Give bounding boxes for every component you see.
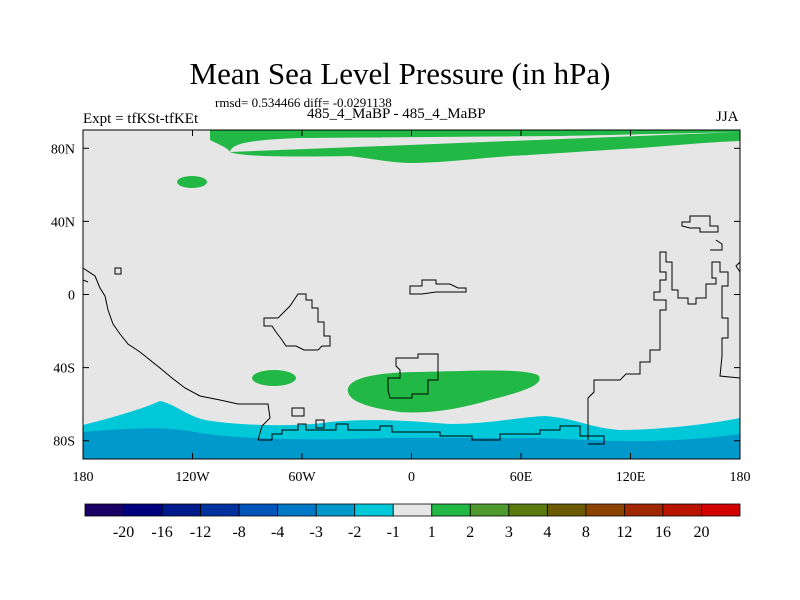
antarctic-band-region xyxy=(83,428,740,459)
colorbar-swatch xyxy=(315,503,356,517)
season-label: JJA xyxy=(716,109,739,125)
colorbar-label: -2 xyxy=(348,524,361,541)
equatorial-island xyxy=(409,279,467,295)
colorbar-label: -4 xyxy=(271,524,284,541)
colorbar-swatch xyxy=(354,503,394,517)
y-tick-label: 80S xyxy=(53,435,75,450)
colorbar-swatch xyxy=(431,503,471,517)
island-south-atlantic xyxy=(291,407,305,417)
colorbar-swatch xyxy=(546,503,587,517)
colorbar-swatch xyxy=(624,503,664,517)
plot-title: Mean Sea Level Pressure (in hPa) xyxy=(189,56,611,91)
colorbar-label: -3 xyxy=(310,524,323,541)
colorbar: -20 -16 -12 -8 -4 -3 -2 -1 1 2 3 4 8 12 16 20 xyxy=(84,503,741,541)
x-tick-label: 120W xyxy=(175,470,210,485)
colorbar-label: -16 xyxy=(151,524,172,541)
central-america-coastline xyxy=(83,279,89,283)
x-tick-label: 0 xyxy=(408,470,415,485)
colorbar-label: 2 xyxy=(466,524,474,541)
colorbar-swatch xyxy=(277,503,317,517)
colorbar-label: -20 xyxy=(113,524,134,541)
coastlines xyxy=(83,215,740,445)
colorbar-swatch xyxy=(508,503,548,517)
colorbar-label: 8 xyxy=(582,524,590,541)
colorbar-swatch xyxy=(123,503,163,517)
asia-coastline-northeast xyxy=(681,215,719,233)
experiment-label: Expt = tfKSt-tfKEt xyxy=(83,111,199,127)
australia-coastline xyxy=(587,251,740,440)
contour-fills xyxy=(83,130,740,459)
stats-label: rmsd= 0.534466 diff= -0.0291138 xyxy=(215,95,392,110)
colorbar-swatch xyxy=(161,503,201,517)
colorbar-label: 20 xyxy=(693,524,709,541)
colorbar-label: -8 xyxy=(232,524,245,541)
colorbar-label: 16 xyxy=(655,524,671,541)
colorbar-swatch xyxy=(585,503,625,517)
colorbar-label: -1 xyxy=(387,524,400,541)
colorbar-label: 4 xyxy=(543,524,551,541)
africa-coastline xyxy=(263,293,331,351)
colorbar-swatch xyxy=(701,503,741,517)
island-sa-south xyxy=(315,419,325,429)
colorbar-swatch xyxy=(238,503,279,517)
colorbar-label: -12 xyxy=(190,524,211,541)
y-tick-label: 80N xyxy=(51,142,75,157)
x-tick-label: 60E xyxy=(510,470,533,485)
colorbar-label: 12 xyxy=(616,524,632,541)
south-pacific-positive-region xyxy=(252,370,296,386)
arctic-positive-region xyxy=(210,130,740,163)
y-tick-label: 0 xyxy=(68,289,75,304)
colorbar-swatch xyxy=(392,503,433,517)
colorbar-label: 3 xyxy=(505,524,513,541)
colorbar-label: 1 xyxy=(428,524,436,541)
north-pacific-positive-region xyxy=(177,176,207,188)
indian-ocean-landmass xyxy=(387,353,439,399)
x-tick-label: 120E xyxy=(616,470,646,485)
south-atlantic-positive-region xyxy=(347,370,540,413)
colorbar-swatch xyxy=(469,503,510,517)
colorbar-swatch xyxy=(200,503,240,517)
south-america-coastline xyxy=(83,267,271,441)
x-tick-label: 180 xyxy=(730,470,751,485)
subtitle-label: 485_4_MaBP - 485_4_MaBP xyxy=(307,106,486,122)
asia-coastline-east xyxy=(710,239,740,273)
antarctic-coastline xyxy=(258,423,605,445)
x-tick-label: 60W xyxy=(288,470,316,485)
colorbar-swatch xyxy=(662,503,702,517)
pacific-island xyxy=(114,267,122,275)
axis-ticks: 180 120W 60W 0 60E 120E 180 80N 40N 0 40S 80S xyxy=(51,130,751,485)
colorbar-swatch xyxy=(84,503,124,517)
y-tick-label: 40N xyxy=(51,215,75,230)
x-tick-label: 180 xyxy=(73,470,94,485)
y-tick-label: 40S xyxy=(53,362,75,377)
